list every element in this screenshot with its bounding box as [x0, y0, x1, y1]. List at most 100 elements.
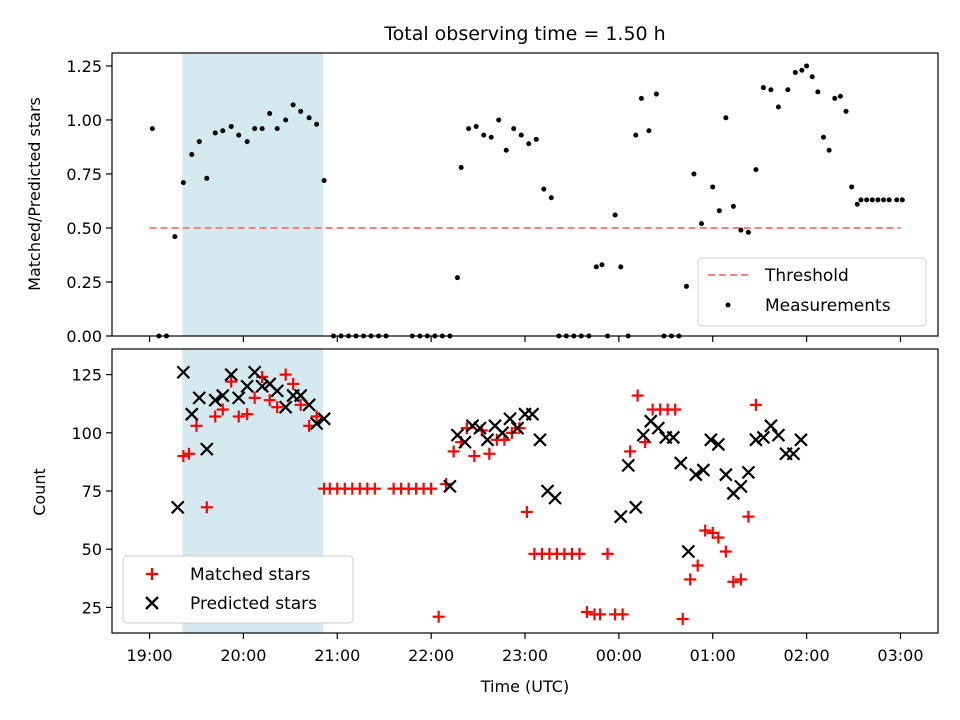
- matched-star-point: [669, 403, 682, 416]
- measurement-point: [730, 203, 736, 209]
- predicted-star-point: [443, 479, 457, 494]
- measurement-point: [541, 186, 547, 192]
- measurement-point: [481, 132, 487, 138]
- legend-predicted-label: Predicted stars: [190, 594, 317, 614]
- y-tick-label: 0.75: [66, 165, 102, 184]
- y-tick-label: 125: [71, 366, 102, 385]
- y-tick-label: 50: [82, 540, 102, 559]
- predicted-star-point: [473, 421, 487, 435]
- predicted-star-point: [764, 419, 778, 433]
- measurement-point: [290, 102, 296, 108]
- predicted-star-point: [548, 491, 562, 505]
- matched-star-point: [601, 547, 614, 560]
- y-tick-label: 0.00: [66, 327, 102, 346]
- measurement-point: [638, 95, 644, 101]
- matched-star-point: [248, 391, 261, 404]
- measurement-point: [172, 234, 178, 240]
- measurement-point: [820, 134, 826, 140]
- predicted-star-point: [689, 467, 703, 482]
- matched-star-point: [432, 610, 445, 623]
- measurement-point: [149, 126, 155, 132]
- predicted-star-point: [734, 479, 748, 494]
- measurement-point: [196, 139, 202, 145]
- matched-star-point: [624, 445, 637, 458]
- x-axis-label: Time (UTC): [480, 677, 569, 696]
- matched-star-point: [727, 575, 740, 588]
- matched-star-point: [699, 524, 712, 537]
- bottom-y-ticks: 25 50 75 100 125: [71, 366, 112, 617]
- measurement-point: [488, 134, 494, 140]
- predicted-star-point: [176, 365, 191, 380]
- predicted-star-point: [681, 544, 696, 559]
- predicted-star-point: [794, 433, 808, 447]
- measurement-point: [314, 121, 320, 127]
- measurement-point: [466, 126, 472, 132]
- matched-star-point: [182, 447, 195, 460]
- measurement-point: [267, 110, 273, 116]
- measurement-point: [220, 128, 226, 134]
- predicted-star-point: [247, 365, 262, 380]
- predicted-star-point: [666, 430, 681, 445]
- predicted-star-point: [278, 400, 293, 414]
- predicted-star-point: [224, 367, 238, 382]
- measurement-point: [894, 197, 900, 203]
- matched-star-point: [241, 408, 254, 421]
- x-tick-label: 02:00: [784, 646, 830, 665]
- predicted-star-point: [495, 426, 510, 440]
- x-tick-label: 20:00: [220, 646, 266, 665]
- measurement-point: [683, 283, 689, 289]
- measurement-point: [899, 197, 905, 203]
- predicted-star-point: [208, 393, 223, 407]
- matched-star-point: [749, 398, 762, 411]
- matched-star-point: [287, 377, 300, 390]
- measurement-point: [618, 264, 624, 270]
- measurement-point: [236, 132, 242, 138]
- measurement-point: [710, 184, 716, 190]
- matched-star-point: [177, 450, 190, 463]
- top-y-axis-label: Matched/Predicted stars: [25, 97, 44, 291]
- matched-star-point: [279, 368, 292, 381]
- matched-star-point: [216, 403, 229, 416]
- matched-star-point: [520, 505, 533, 518]
- top-legend: Threshold Measurements: [697, 257, 927, 327]
- matched-star-point: [734, 573, 747, 586]
- matched-star-point: [468, 450, 481, 463]
- bottom-panel: 25 50 75 100 125 19:00 20:00 21:00 22:00 23:00 00…: [30, 348, 939, 696]
- legend-predicted-swatch: [145, 596, 159, 610]
- predicted-star-point: [621, 458, 636, 473]
- x-tick-label: 01:00: [690, 646, 736, 665]
- measurement-point: [533, 136, 539, 142]
- predicted-star-point: [786, 446, 801, 461]
- predicted-star-point: [231, 391, 246, 405]
- matched-star-point: [225, 375, 238, 388]
- measurement-point: [228, 123, 234, 129]
- measurement-point: [180, 180, 186, 186]
- matched-star-point: [616, 608, 629, 621]
- y-tick-label: 0.50: [66, 219, 102, 238]
- predicted-star-point: [756, 430, 771, 445]
- predicted-star-point: [636, 428, 651, 442]
- measurement-point: [518, 132, 524, 138]
- matched-star-point: [684, 573, 697, 586]
- measurement-point: [646, 128, 652, 134]
- predicted-star-point: [533, 433, 547, 447]
- matched-star-point: [263, 394, 276, 407]
- measurement-point: [212, 130, 218, 136]
- predicted-star-point: [170, 500, 185, 515]
- matched-star-point: [447, 445, 460, 458]
- predicted-star-point: [255, 379, 269, 394]
- measurement-point: [298, 108, 304, 114]
- matched-star-point: [232, 410, 245, 423]
- measurement-point: [864, 197, 870, 203]
- matched-star-point: [425, 482, 438, 495]
- measurement-point: [745, 229, 751, 235]
- predicted-star-point: [185, 407, 199, 421]
- measurement-point: [599, 262, 605, 268]
- predicted-star-point: [458, 435, 472, 449]
- matched-star-point: [483, 447, 496, 460]
- predicted-star-point: [525, 407, 540, 421]
- measurement-point: [548, 195, 554, 201]
- matched-star-point: [294, 398, 307, 411]
- measurement-point: [244, 139, 250, 145]
- measurement-point: [259, 126, 265, 132]
